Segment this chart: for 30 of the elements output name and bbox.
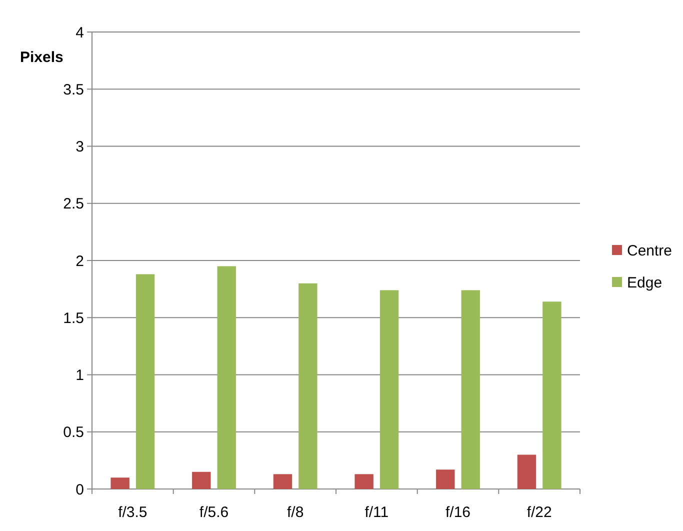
y-tick-label: 3 bbox=[76, 138, 84, 156]
y-tick-label: 2 bbox=[76, 252, 84, 270]
y-tick-label: 0.5 bbox=[63, 424, 84, 442]
bar bbox=[217, 266, 236, 489]
legend-label: Edge bbox=[627, 274, 662, 292]
bar bbox=[110, 478, 130, 489]
y-tick-label: 3.5 bbox=[63, 81, 84, 98]
x-tick-label: f/5.6 bbox=[199, 504, 229, 521]
y-tick-label: 4 bbox=[76, 24, 84, 42]
bar bbox=[298, 283, 318, 489]
bar bbox=[542, 302, 562, 489]
x-tick-label: f/22 bbox=[526, 504, 552, 521]
bar bbox=[273, 474, 292, 489]
x-tick-label: f/8 bbox=[286, 504, 304, 521]
x-tick-label: f/16 bbox=[445, 504, 471, 521]
bar bbox=[354, 474, 374, 489]
bar bbox=[380, 290, 399, 489]
legend-label: Centre bbox=[627, 242, 672, 260]
x-tick-label: f/11 bbox=[364, 504, 389, 521]
y-tick-label: 1 bbox=[76, 367, 84, 384]
bar bbox=[517, 454, 536, 489]
bar bbox=[136, 274, 155, 489]
y-tick-label: 0 bbox=[76, 481, 84, 498]
x-tick-label: f/3.5 bbox=[118, 504, 148, 521]
y-axis-title: Pixels bbox=[20, 49, 64, 66]
y-tick-label: 1.5 bbox=[63, 310, 84, 327]
bar bbox=[436, 470, 455, 489]
y-tick-label: 2.5 bbox=[63, 196, 84, 213]
bar bbox=[192, 472, 211, 489]
bar bbox=[461, 290, 480, 489]
